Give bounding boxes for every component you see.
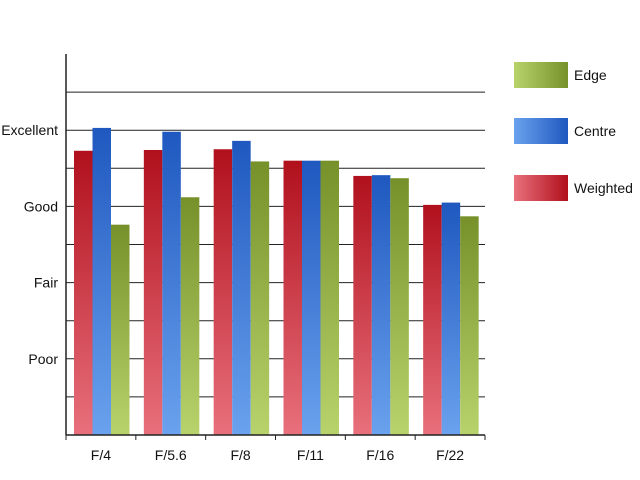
- bars: [74, 127, 479, 436]
- legend-swatch-centre: [514, 118, 568, 144]
- legend-label-weighted: Weighted: [574, 180, 633, 196]
- bar-centre-F4: [92, 127, 111, 435]
- x-tick-label: F/16: [366, 447, 394, 463]
- bar-weighted-F56: [143, 150, 163, 435]
- bar-weighted-F4: [74, 150, 93, 436]
- y-tick-label: Fair: [34, 275, 58, 291]
- bar-edge-F22: [460, 216, 479, 435]
- bar-weighted-F8: [213, 149, 233, 435]
- y-tick-labels: Poor Fair Good Excellent: [1, 122, 58, 367]
- bar-centre-F56: [162, 131, 181, 435]
- bar-edge-F8: [250, 161, 270, 435]
- legend-label-centre: Centre: [574, 123, 616, 139]
- bar-edge-F4: [111, 224, 130, 435]
- x-tick-label: F/11: [297, 447, 324, 463]
- bar-weighted-F11: [283, 160, 302, 435]
- bar-centre-F8: [232, 140, 251, 436]
- x-tick-label: F/4: [91, 447, 111, 463]
- bar-centre-F22: [441, 202, 461, 435]
- gridlines: [66, 91, 485, 398]
- bar-centre-F11: [302, 160, 321, 435]
- bar-edge-F11: [320, 160, 339, 435]
- axes: [65, 54, 486, 440]
- bar-weighted-F22: [423, 204, 442, 435]
- y-tick-label: Poor: [28, 351, 58, 367]
- legend: Edge Centre Weighted: [514, 62, 633, 201]
- legend-label-edge: Edge: [574, 67, 607, 83]
- legend-swatch-edge: [514, 62, 568, 88]
- bar-centre-F16: [371, 175, 391, 435]
- x-tick-label: F/8: [230, 447, 250, 463]
- x-tick-label: F/5.6: [155, 447, 187, 463]
- y-tick-label: Good: [24, 198, 58, 214]
- legend-swatch-weighted: [514, 175, 568, 201]
- bar-weighted-F16: [353, 175, 372, 436]
- x-tick-labels: F/4 F/5.6 F/8 F/11 F/16 F/22: [91, 447, 465, 463]
- bar-edge-F56: [180, 197, 200, 435]
- x-tick-label: F/22: [436, 447, 464, 463]
- y-tick-label: Excellent: [1, 122, 58, 138]
- bar-edge-F16: [390, 178, 409, 435]
